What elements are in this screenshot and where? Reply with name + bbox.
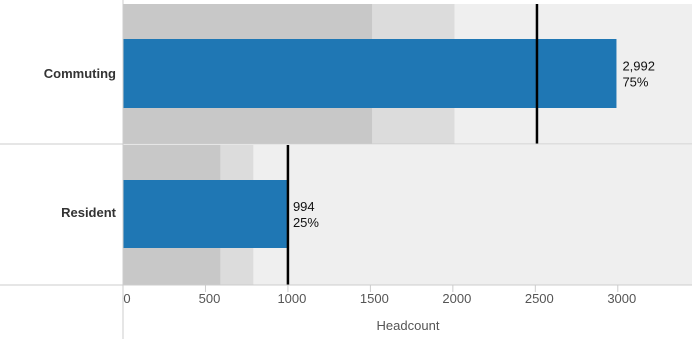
value-label-commuting: 2,992 bbox=[622, 59, 655, 74]
x-axis-ticks: 0 500 1000 1500 2000 2500 3000 bbox=[122, 285, 636, 306]
x-tick-label-2000: 2000 bbox=[442, 291, 471, 306]
x-tick-label-1000: 1000 bbox=[277, 291, 306, 306]
bar-commuting bbox=[123, 39, 617, 108]
x-tick-label-2500: 2500 bbox=[525, 291, 554, 306]
bars-layer bbox=[123, 39, 617, 248]
x-tick-label-500: 500 bbox=[199, 291, 221, 306]
x-tick-label-0: 0 bbox=[123, 291, 130, 306]
x-tick-label-3000: 3000 bbox=[607, 291, 636, 306]
x-tick-label-1500: 1500 bbox=[360, 291, 389, 306]
bar-resident bbox=[123, 180, 287, 248]
reference-lines-layer bbox=[286, 4, 539, 285]
category-label-resident: Resident bbox=[61, 205, 117, 220]
percent-label-resident: 25% bbox=[293, 215, 319, 230]
value-label-resident: 994 bbox=[293, 199, 315, 214]
percent-label-commuting: 75% bbox=[622, 75, 648, 90]
category-label-commuting: Commuting bbox=[44, 66, 116, 81]
x-axis-title: Headcount bbox=[377, 318, 440, 333]
